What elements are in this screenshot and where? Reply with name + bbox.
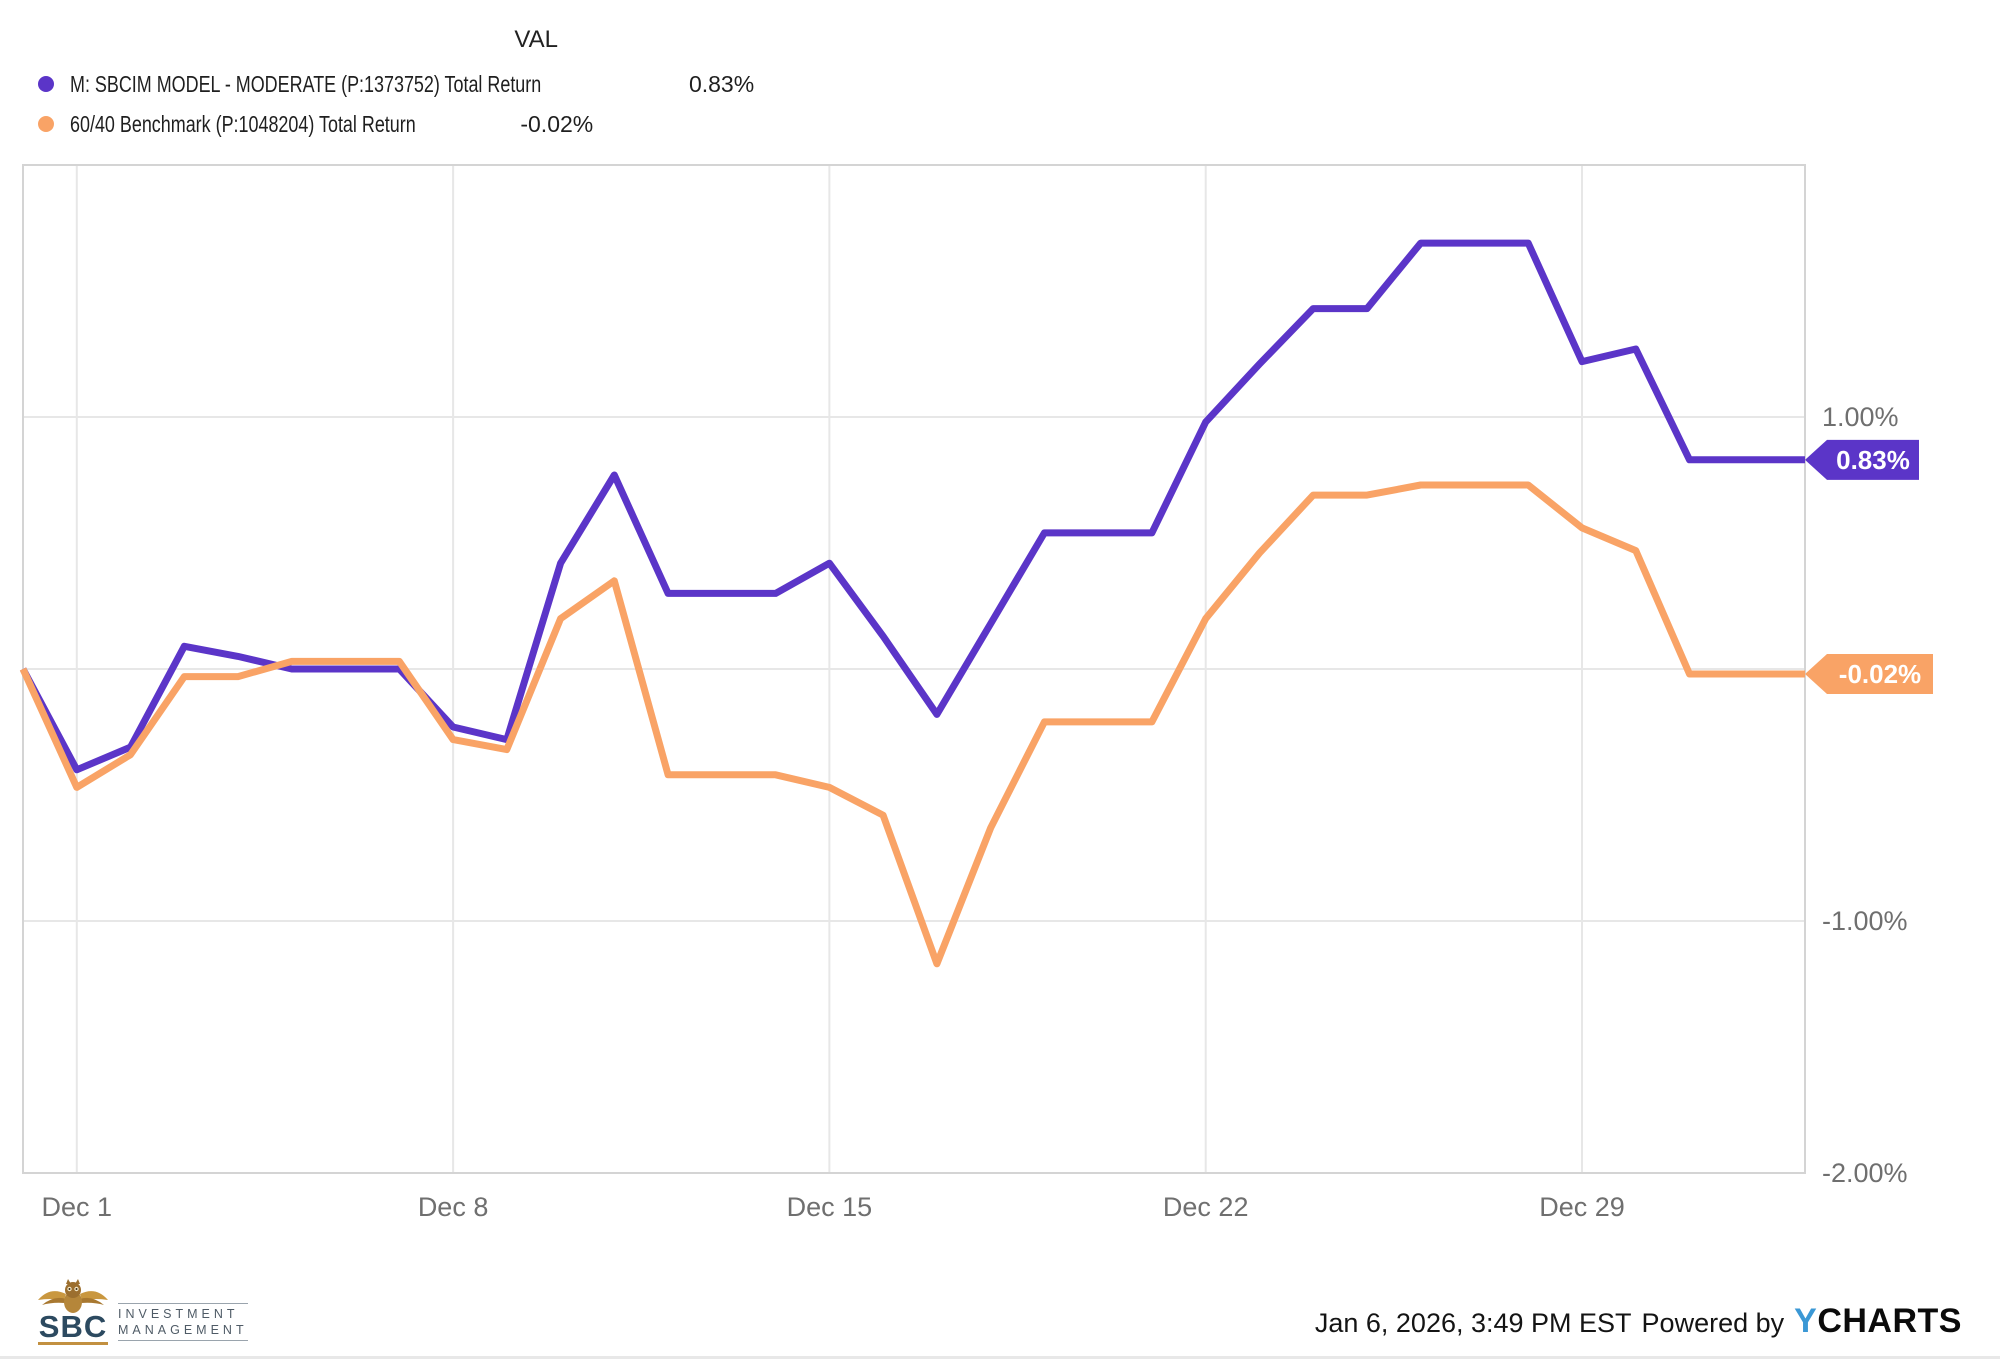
legend-value-benchmark: -0.02% (520, 110, 594, 137)
x-tick-label-Dec29: Dec 29 (1539, 1192, 1625, 1222)
series-line-benchmark[interactable] (19, 481, 1805, 968)
legend: VAL M: SBCIM MODEL - MODERATE (P:1373752… (38, 26, 754, 144)
y-tick-label-1: 1.00% (1822, 402, 1899, 432)
x-tick-label-Dec1: Dec 1 (42, 1192, 113, 1222)
x-tick-label-Dec8: Dec 8 (418, 1192, 489, 1222)
value-badge-benchmark-label: -0.02% (1839, 659, 1921, 689)
legend-row-sbcim[interactable]: M: SBCIM MODEL - MODERATE (P:1373752) To… (38, 64, 754, 104)
series-dot-benchmark-icon (38, 116, 54, 132)
legend-label-sbcim: M: SBCIM MODEL - MODERATE (P:1373752) To… (70, 70, 542, 97)
legend-val-header: VAL (514, 26, 558, 53)
x-tick-label-Dec15: Dec 15 (787, 1192, 873, 1222)
logo-sbc-text: SBC (37, 1309, 109, 1345)
powered-by-label: Powered by (1641, 1308, 1785, 1338)
owl-icon (38, 1279, 108, 1313)
y-tick-label--1: -1.00% (1822, 906, 1908, 936)
ycharts-logo-charts: CHARTS (1817, 1302, 1962, 1340)
value-badge-sbcim-label: 0.83% (1836, 445, 1910, 475)
bottom-divider (0, 1356, 2000, 1359)
timestamp: Jan 6, 2026, 3:49 PM EST (1314, 1308, 1632, 1338)
legend-label-benchmark: 60/40 Benchmark (P:1048204) Total Return (70, 110, 416, 137)
x-tick-label-Dec22: Dec 22 (1163, 1192, 1249, 1222)
ycharts-logo[interactable]: YCHARTS (1794, 1302, 1962, 1341)
y-tick-label--2: -2.00% (1822, 1158, 1908, 1188)
logo-word-investment: INVESTMENT (118, 1303, 248, 1322)
series-line-sbcim[interactable] (19, 239, 1805, 774)
series-dot-sbcim-icon (38, 76, 54, 92)
value-badge-benchmark (1805, 654, 1933, 695)
value-badge-sbcim (1805, 439, 1919, 480)
logo-word-management: MANAGEMENT (118, 1322, 248, 1341)
legend-row-benchmark[interactable]: 60/40 Benchmark (P:1048204) Total Return… (38, 104, 593, 144)
footer-attribution: Jan 6, 2026, 3:49 PM EST Powered by YCHA… (1315, 1302, 1962, 1341)
ycharts-logo-y: Y (1794, 1302, 1818, 1340)
legend-value-sbcim: 0.83% (688, 70, 755, 97)
sbc-logo: SBC INVESTMENT MANAGEMENT (36, 1278, 248, 1345)
